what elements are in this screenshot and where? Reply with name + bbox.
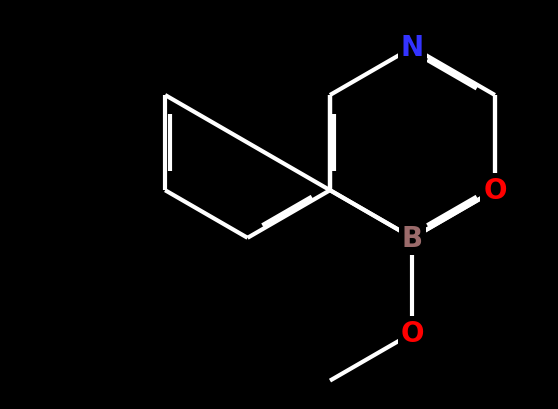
Text: B: B bbox=[402, 224, 423, 252]
Text: N: N bbox=[401, 34, 424, 62]
Text: O: O bbox=[483, 177, 507, 204]
Text: O: O bbox=[401, 319, 424, 347]
